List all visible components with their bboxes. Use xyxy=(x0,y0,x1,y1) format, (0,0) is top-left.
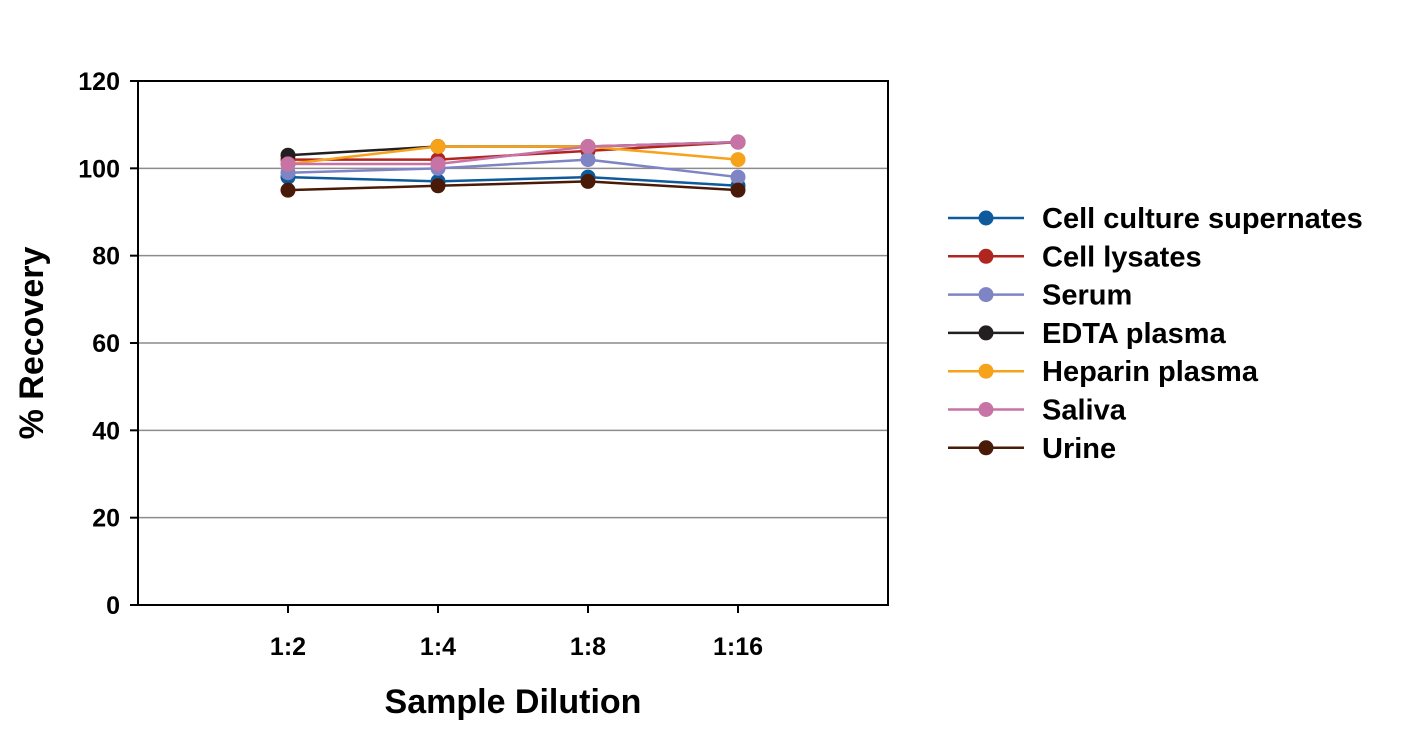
legend-marker xyxy=(978,210,994,226)
y-tick-label: 0 xyxy=(106,592,120,620)
y-tick-label: 100 xyxy=(78,155,120,183)
legend-marker xyxy=(978,325,994,341)
data-point xyxy=(730,182,746,198)
y-tick-label: 20 xyxy=(92,505,120,533)
series-saliva xyxy=(280,134,746,172)
x-axis: 1:2 1:4 1:8 1:16 xyxy=(270,605,763,661)
series-line xyxy=(287,145,739,166)
data-point xyxy=(580,173,596,189)
y-tick-label: 60 xyxy=(92,330,120,358)
data-point xyxy=(580,139,596,154)
data-point xyxy=(580,152,596,168)
legend-item: Saliva xyxy=(948,395,1127,427)
x-axis-title: Sample Dilution xyxy=(385,683,642,721)
legend-label: Cell lysates xyxy=(1042,241,1202,273)
legend-marker xyxy=(978,248,994,264)
legend-marker xyxy=(978,287,994,303)
series-cell-culture-supernates xyxy=(280,169,746,194)
legend-item: EDTA plasma xyxy=(948,318,1227,350)
legend-label: Cell culture supernates xyxy=(1042,203,1363,235)
x-tick-label: 1:4 xyxy=(420,633,456,661)
data-point xyxy=(430,156,446,172)
legend-item: Heparin plasma xyxy=(948,356,1259,388)
legend-label: Serum xyxy=(1042,280,1132,312)
legend: Cell culture supernates Cell lysates Serum… xyxy=(948,203,1363,465)
legend-marker xyxy=(978,440,994,456)
legend-item: Cell lysates xyxy=(948,241,1202,273)
legend-item: Cell culture supernates xyxy=(948,203,1363,235)
y-axis-title: % Recovery xyxy=(13,247,51,440)
data-point xyxy=(730,134,746,150)
legend-label: Heparin plasma xyxy=(1042,356,1259,388)
data-point xyxy=(430,178,446,194)
y-tick-label: 120 xyxy=(78,68,120,96)
legend-label: Saliva xyxy=(1042,395,1127,427)
data-point xyxy=(280,156,296,172)
x-tick-label: 1:2 xyxy=(270,633,306,661)
y-tick-label: 80 xyxy=(92,243,120,271)
legend-marker xyxy=(978,363,994,379)
legend-label: EDTA plasma xyxy=(1042,318,1227,350)
series-urine xyxy=(280,173,746,198)
y-tick-label: 40 xyxy=(92,417,120,445)
x-tick-label: 1:16 xyxy=(713,633,763,661)
legend-label: Urine xyxy=(1042,433,1116,465)
series-serum xyxy=(280,152,746,185)
series-line xyxy=(287,175,739,188)
legend-item: Serum xyxy=(948,280,1132,312)
series-line xyxy=(287,158,739,179)
data-point xyxy=(730,169,746,185)
legend-marker xyxy=(978,402,994,417)
gridlines xyxy=(138,167,888,519)
legend-item: Urine xyxy=(948,433,1116,465)
series-line xyxy=(287,180,739,192)
x-tick-label: 1:8 xyxy=(570,633,606,661)
y-axis: 0 20 40 60 80 100 120 xyxy=(78,68,138,620)
data-point xyxy=(280,182,296,198)
data-point xyxy=(430,139,446,154)
series-line xyxy=(288,140,739,166)
data-point xyxy=(730,152,746,168)
series-layer xyxy=(280,134,746,198)
